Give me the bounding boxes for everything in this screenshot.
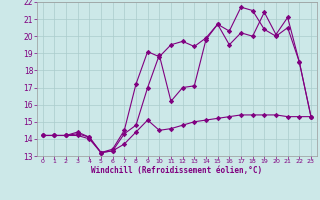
X-axis label: Windchill (Refroidissement éolien,°C): Windchill (Refroidissement éolien,°C): [91, 166, 262, 175]
